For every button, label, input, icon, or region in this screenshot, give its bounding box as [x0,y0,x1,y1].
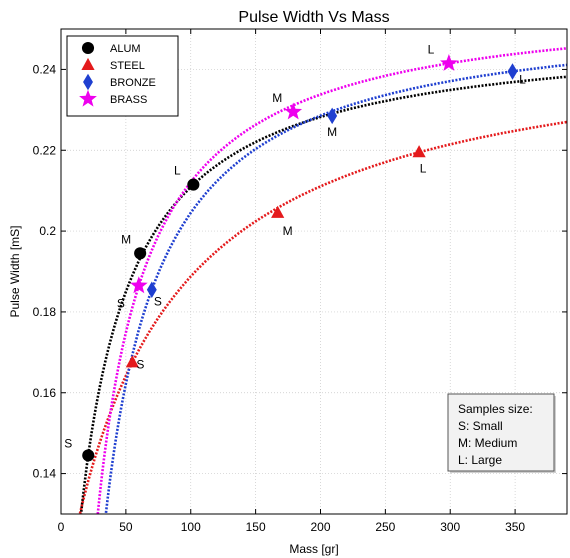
axis-ticks: 0 50 100 150 200 250 300 350 0.14 0.16 0.18 0.2 0.22… [33,29,567,534]
legend-label-steel: STEEL [110,60,145,72]
marker-alum-m [134,247,147,260]
marker-steel-s [125,355,139,368]
x-tick-label: 50 [119,520,133,534]
point-label-steel-s: S [136,357,144,371]
x-tick-label: 0 [58,520,65,534]
plot-frame [60,28,568,515]
point-label-alum-m: M [121,232,131,246]
marker-steel-m [271,205,285,218]
legend-marker-bronze [83,73,93,91]
marker-bronze-l [507,63,518,80]
legend-marker-brass [79,89,97,107]
marker-brass-s [130,276,148,294]
legend-label-brass: BRASS [110,94,147,106]
marker-brass-l [440,54,458,71]
fit-curve-brass [96,46,567,514]
x-tick-label: 200 [310,520,330,534]
x-tick-label: 350 [505,520,525,534]
marker-bronze-s [146,281,157,298]
marker-alum-s [82,449,95,462]
point-label-brass-l: L [428,42,435,56]
x-tick-label: 150 [246,520,266,534]
point-label-bronze-l: L [519,72,526,86]
note-line: S: Small [458,419,503,433]
fit-curve-bronze [104,63,567,514]
chart-title: Pulse Width Vs Mass [238,9,389,26]
fit-curve-alum [79,75,567,514]
y-tick-label: 0.14 [33,467,57,481]
sample-size-note: Samples size: S: Small M: Medium L: Large [447,393,556,473]
point-labels: S M L S M L S M L S M L [64,42,526,450]
marker-brass-m [284,102,303,120]
note-line: Samples size: [458,402,533,416]
fit-curve-steel [78,120,567,514]
point-label-brass-s: S [117,297,125,311]
legend-label-alum: ALUM [110,43,141,55]
point-label-alum-l: L [174,164,181,178]
legend-marker-steel [81,57,95,70]
point-label-steel-l: L [420,161,427,175]
point-label-bronze-s: S [154,295,162,309]
y-tick-label: 0.22 [33,143,57,157]
x-tick-label: 300 [440,520,460,534]
point-label-steel-m: M [283,224,293,238]
marker-bronze-m [327,107,338,125]
y-tick-label: 0.2 [39,224,56,238]
note-box [447,393,555,472]
x-axis-title: Mass [gr] [289,542,338,556]
x-tick-label: 250 [375,520,395,534]
marker-steel-l [412,145,426,158]
data-markers [82,54,518,462]
point-label-bronze-m: M [327,125,337,139]
y-tick-label: 0.24 [33,62,57,76]
marker-alum-l [187,178,200,191]
y-tick-label: 0.16 [33,386,57,400]
note-line: M: Medium [458,436,517,450]
point-label-brass-m: M [272,91,282,105]
y-axis-title: Pulse Width [mS] [8,225,22,317]
legend: ALUM STEEL BRONZE BRASS [66,35,179,117]
legend-marker-alum [81,41,95,55]
legend-label-bronze: BRONZE [110,77,156,89]
y-tick-label: 0.18 [33,305,57,319]
point-label-alum-s: S [64,436,72,450]
x-tick-label: 100 [181,520,201,534]
note-line: L: Large [458,453,502,467]
fit-curves [78,46,567,514]
